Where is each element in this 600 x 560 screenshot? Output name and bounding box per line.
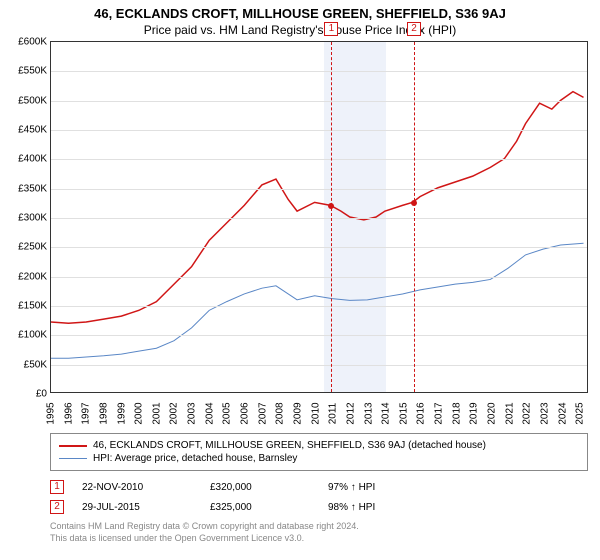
gridline-h (51, 277, 587, 278)
y-axis-label: £450K (18, 125, 47, 136)
sales-row: 2 29-JUL-2015 £325,000 98% ↑ HPI (50, 497, 588, 517)
gridline-h (51, 189, 587, 190)
sale-marker-box: 1 (324, 22, 338, 36)
chart-container: 46, ECKLANDS CROFT, MILLHOUSE GREEN, SHE… (0, 0, 600, 560)
sales-date: 22-NOV-2010 (82, 482, 192, 493)
x-axis-label: 2017 (434, 402, 445, 424)
gridline-h (51, 247, 587, 248)
x-axis-label: 2002 (169, 402, 180, 424)
x-axis-label: 2016 (416, 402, 427, 424)
x-axis-label: 1996 (63, 402, 74, 424)
sales-marker: 2 (50, 500, 64, 514)
x-axis-label: 2023 (539, 402, 550, 424)
x-axis-label: 2005 (222, 402, 233, 424)
sale-dot (328, 203, 334, 209)
gridline-h (51, 218, 587, 219)
x-axis-label: 2021 (504, 402, 515, 424)
sale-marker-box: 2 (407, 22, 421, 36)
x-axis-label: 2020 (486, 402, 497, 424)
footer-line1: Contains HM Land Registry data © Crown c… (50, 521, 588, 533)
plot-region: £0£50K£100K£150K£200K£250K£300K£350K£400… (50, 41, 588, 393)
gridline-h (51, 365, 587, 366)
x-axis-label: 2003 (187, 402, 198, 424)
sale-vline (414, 42, 415, 392)
x-axis-label: 2004 (204, 402, 215, 424)
legend-row: HPI: Average price, detached house, Barn… (59, 452, 579, 465)
legend-swatch (59, 458, 87, 459)
sales-price: £320,000 (210, 482, 310, 493)
x-axis-label: 2009 (292, 402, 303, 424)
series-property (51, 92, 584, 324)
gridline-h (51, 101, 587, 102)
y-axis-label: £550K (18, 66, 47, 77)
y-axis-label: £250K (18, 242, 47, 253)
x-axis-label: 2000 (134, 402, 145, 424)
gridline-h (51, 335, 587, 336)
chart-subtitle: Price paid vs. HM Land Registry's House … (0, 21, 600, 41)
gridline-h (51, 159, 587, 160)
gridline-h (51, 130, 587, 131)
chart-area: £0£50K£100K£150K£200K£250K£300K£350K£400… (50, 41, 588, 393)
y-axis-label: £50K (24, 359, 47, 370)
sales-table: 1 22-NOV-2010 £320,000 97% ↑ HPI 2 29-JUL-201… (50, 477, 588, 517)
y-axis-label: £0 (36, 389, 47, 400)
x-axis-label: 1995 (46, 402, 57, 424)
y-axis-label: £300K (18, 213, 47, 224)
sale-vline (331, 42, 332, 392)
x-axis-label: 1997 (81, 402, 92, 424)
sales-row: 1 22-NOV-2010 £320,000 97% ↑ HPI (50, 477, 588, 497)
legend-row: 46, ECKLANDS CROFT, MILLHOUSE GREEN, SHE… (59, 439, 579, 452)
chart-title: 46, ECKLANDS CROFT, MILLHOUSE GREEN, SHE… (0, 0, 600, 21)
x-axis-label: 2012 (345, 402, 356, 424)
x-axis-label: 2022 (522, 402, 533, 424)
x-axis-label: 2011 (328, 403, 339, 425)
legend-label: 46, ECKLANDS CROFT, MILLHOUSE GREEN, SHE… (93, 440, 486, 451)
legend-swatch (59, 445, 87, 447)
y-axis-label: £400K (18, 154, 47, 165)
legend-label: HPI: Average price, detached house, Barn… (93, 453, 297, 464)
x-axis-label: 2019 (469, 402, 480, 424)
x-axis-label: 2001 (151, 402, 162, 424)
footer-line2: This data is licensed under the Open Gov… (50, 533, 588, 545)
x-axis-label: 2024 (557, 402, 568, 424)
x-axis-label: 2025 (575, 402, 586, 424)
y-axis-label: £500K (18, 95, 47, 106)
sales-marker: 1 (50, 480, 64, 494)
y-axis-label: £600K (18, 37, 47, 48)
x-axis-label: 1998 (98, 402, 109, 424)
gridline-h (51, 71, 587, 72)
x-axis-label: 2010 (310, 402, 321, 424)
y-axis-label: £150K (18, 301, 47, 312)
series-hpi (51, 243, 584, 358)
x-axis-label: 2018 (451, 402, 462, 424)
sales-pct: 97% ↑ HPI (328, 482, 428, 493)
y-axis-label: £350K (18, 183, 47, 194)
legend: 46, ECKLANDS CROFT, MILLHOUSE GREEN, SHE… (50, 433, 588, 471)
x-axis-label: 2015 (398, 402, 409, 424)
x-axis-label: 2013 (363, 402, 374, 424)
sales-pct: 98% ↑ HPI (328, 502, 428, 513)
sales-price: £325,000 (210, 502, 310, 513)
x-axis-label: 2007 (257, 402, 268, 424)
y-axis-label: £100K (18, 330, 47, 341)
x-axis-label: 1999 (116, 402, 127, 424)
x-axis-label: 2014 (381, 402, 392, 424)
footer-attribution: Contains HM Land Registry data © Crown c… (50, 521, 588, 544)
x-axis-label: 2006 (240, 402, 251, 424)
gridline-h (51, 306, 587, 307)
y-axis-label: £200K (18, 271, 47, 282)
x-axis-label: 2008 (275, 402, 286, 424)
sales-date: 29-JUL-2015 (82, 502, 192, 513)
sale-dot (411, 200, 417, 206)
line-series-svg (51, 42, 587, 392)
